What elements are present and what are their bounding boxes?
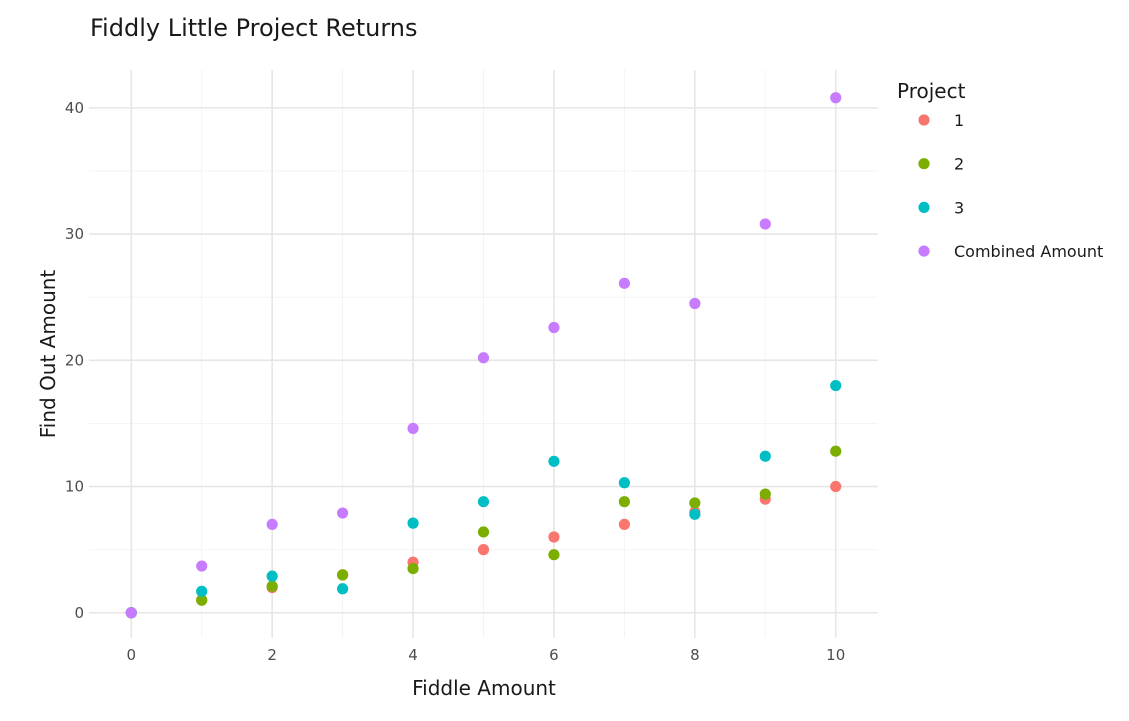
legend-key	[918, 114, 930, 126]
chart-title: Fiddly Little Project Returns	[90, 14, 418, 42]
data-point-series-3	[548, 455, 560, 467]
data-point-series-4	[689, 297, 701, 310]
x-tick-label: 6	[549, 646, 559, 664]
x-tick-label: 10	[826, 646, 845, 664]
data-point-series-3	[830, 379, 842, 392]
data-point-series-4	[830, 92, 842, 104]
data-point-series-1	[548, 531, 560, 543]
axis-ticks: 0 2 4 6 8 10 0 10 20 30 40	[65, 99, 845, 664]
y-tick-label: 30	[65, 225, 84, 243]
data-point-series-2	[759, 488, 771, 500]
data-point-series-3	[759, 450, 771, 462]
data-point-series-4	[407, 422, 419, 435]
data-point-series-2	[266, 580, 278, 592]
data-point-series-4	[196, 560, 208, 572]
data-point-series-4	[125, 607, 137, 619]
legend-key	[918, 201, 930, 213]
data-point-series-3	[618, 477, 630, 489]
x-tick-label: 0	[126, 646, 136, 664]
y-tick-label: 0	[74, 604, 84, 622]
data-point-series-2	[477, 526, 490, 538]
data-point-series-2	[337, 569, 349, 581]
data-point-series-4	[759, 218, 771, 230]
x-axis-title: Fiddle Amount	[412, 676, 556, 700]
y-tick-label: 10	[65, 478, 84, 496]
data-point-series-3	[689, 508, 701, 520]
data-point-series-3	[196, 585, 208, 597]
x-tick-label: 8	[690, 646, 700, 664]
legend-label: Combined Amount	[954, 242, 1103, 261]
legend-label: 2	[954, 155, 964, 174]
x-tick-label: 4	[408, 646, 418, 664]
legend-title: Project	[897, 79, 966, 103]
data-point-series-4	[266, 518, 278, 531]
legend-key	[918, 245, 930, 257]
data-point-series-2	[196, 594, 208, 606]
data-point-series-2	[548, 549, 560, 561]
data-point-series-1	[618, 518, 630, 531]
data-point-series-3	[477, 496, 490, 508]
data-point-series-2	[407, 562, 419, 575]
data-point-series-2	[830, 445, 842, 457]
data-point-series-4	[618, 277, 630, 289]
legend-label: 3	[954, 198, 964, 217]
data-point-series-3	[266, 570, 278, 582]
y-axis-title: Find Out Amount	[36, 270, 60, 439]
data-point-series-4	[477, 352, 490, 364]
legend: Project 1 2 3 Combined Amount	[897, 79, 1103, 261]
data-point-series-3	[337, 583, 349, 595]
data-point-series-2	[618, 496, 630, 508]
data-point-series-2	[689, 497, 701, 509]
legend-label: 1	[954, 111, 964, 130]
data-points	[125, 92, 842, 619]
data-point-series-4	[337, 507, 349, 519]
data-point-series-1	[477, 544, 490, 556]
data-point-series-4	[548, 321, 560, 334]
data-point-series-1	[830, 480, 842, 493]
data-point-series-3	[407, 517, 419, 529]
y-tick-label: 20	[65, 351, 84, 369]
legend-key	[918, 158, 930, 170]
y-tick-label: 40	[65, 99, 84, 117]
x-tick-label: 2	[267, 646, 277, 664]
